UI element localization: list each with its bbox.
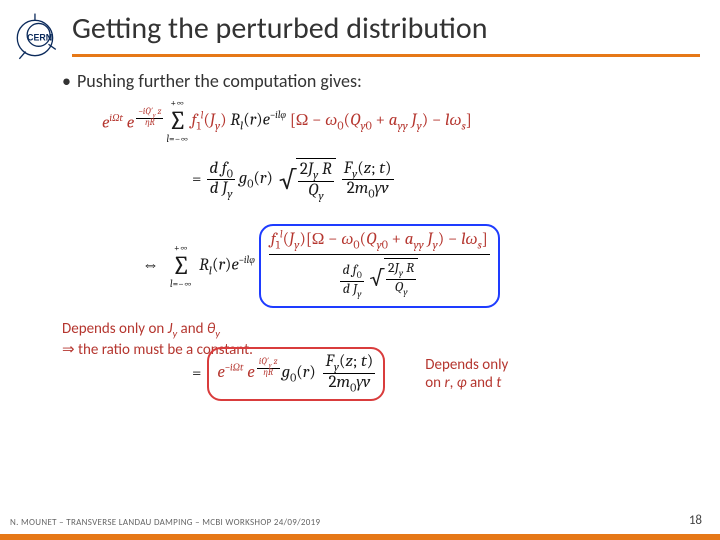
bullet-marker: • [62, 70, 71, 92]
sum-1: +∞ ∑ l=−∞ [166, 98, 188, 144]
page-number: 18 [689, 513, 702, 528]
slide: CERN Getting the perturbed distribution … [0, 0, 720, 540]
slide-title: Getting the perturbed distribution [72, 10, 700, 47]
eq1-prefix: eiΩt e −iQ′y zηR [102, 108, 163, 134]
note1-line1: Depends only on Jy and θy [62, 320, 700, 341]
blue-box: f1l(Jy)[Ω − ω0(Qy0 + ayy Jy) − lωs] d f0… [259, 224, 500, 308]
frac-df0: d f0 d Jy [207, 160, 234, 201]
sum-2: +∞ ∑ l=−∞ [170, 243, 192, 289]
equation-4: = e−iΩt e iQ′y zηR g0(r) Fy(z; t) 2m0γv … [192, 347, 700, 402]
frac-fy: Fy(z; t) 2m0γv [342, 160, 394, 201]
svg-text:CERN: CERN [27, 33, 52, 43]
equation-2: = d f0 d Jy g0(r) √ 2Jy RQy Fy(z; t) 2m0… [192, 158, 700, 202]
footer-bar [0, 534, 720, 540]
side-note-right: Depends only on r, φ and t [425, 356, 508, 392]
eq1-terms: f1l(Jy) Rl(r)e−ilφ [Ω − ω0(Qy0 + ayy Jy)… [192, 109, 472, 132]
cern-logo: CERN [10, 12, 62, 64]
note2-line2: on r, φ and t [425, 374, 508, 392]
sqrt-1: √ 2Jy RQy [279, 158, 336, 202]
note2-line1: Depends only [425, 356, 508, 374]
equation-3: ⇔ +∞ ∑ l=−∞ Rl(r)e−ilφ f1l(Jy)[Ω − ω0(Qy… [142, 224, 700, 308]
slide-body: • Pushing further the computation gives:… [62, 70, 700, 500]
bullet-1: • Pushing further the computation gives: [62, 70, 700, 92]
title-underline [72, 54, 700, 57]
red-box: e−iΩt e iQ′y zηR g0(r) Fy(z; t) 2m0γv [207, 347, 385, 402]
bullet-text: Pushing further the computation gives: [77, 70, 362, 92]
footer-text: N. MOUNET – TRANSVERSE LANDAU DAMPING – … [10, 517, 320, 528]
equation-1: eiΩt e −iQ′y zηR +∞ ∑ l=−∞ f1l(Jy) Rl(r)… [102, 98, 700, 144]
